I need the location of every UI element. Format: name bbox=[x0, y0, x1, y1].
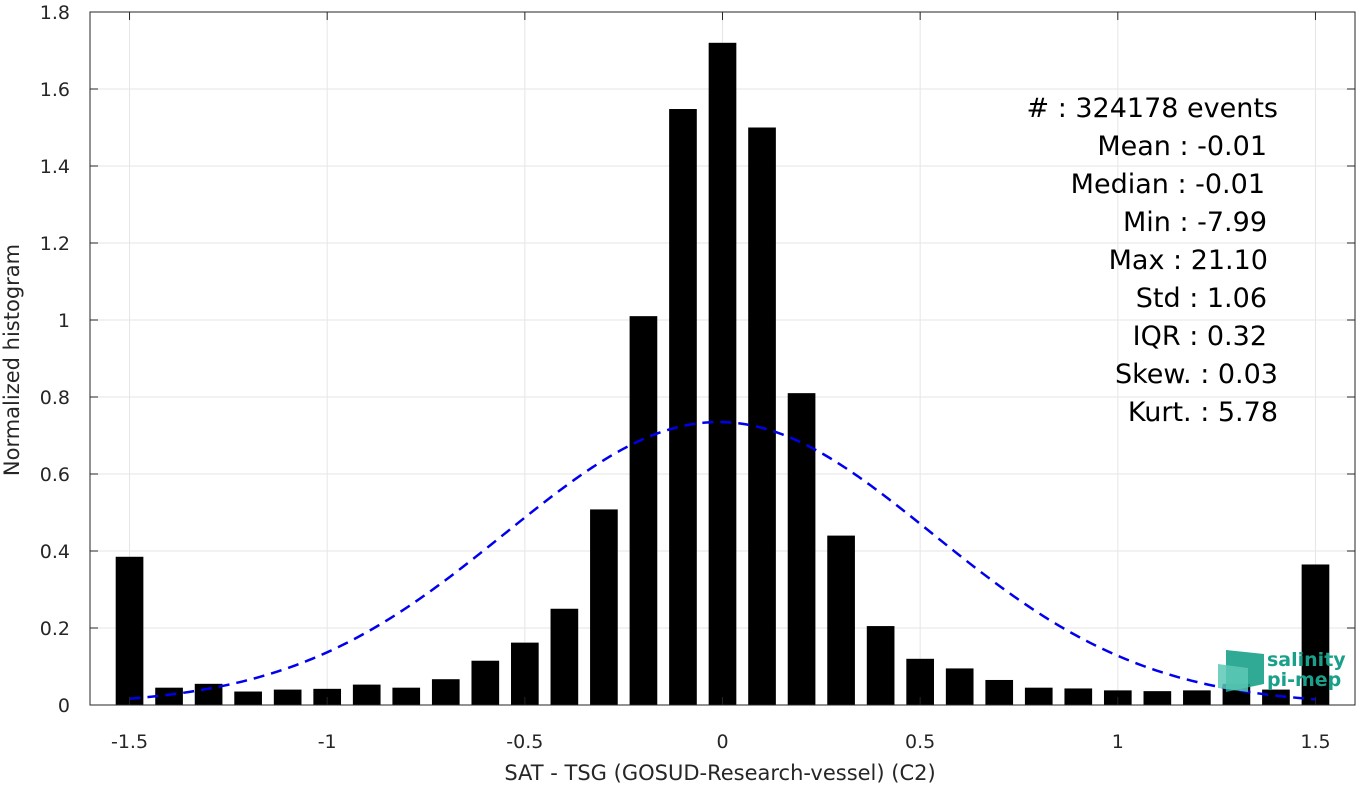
histogram-bar-23 bbox=[1024, 687, 1053, 705]
histogram-bar-3 bbox=[234, 691, 262, 705]
stat-line-5: Std : 1.06 bbox=[1136, 283, 1267, 314]
histogram-bar-24 bbox=[1064, 688, 1093, 705]
axis-ticks: -1.5 -1 -0.5 0 0.5 1 1.5 0 0.2 0.4 0.6 0.8 1 1.2 1.4 1.… bbox=[40, 2, 1355, 753]
y-tick-label-1: 0.2 bbox=[40, 618, 70, 640]
y-tick-label-2: 0.4 bbox=[40, 541, 70, 563]
histogram-bar-19 bbox=[866, 626, 895, 705]
histogram-bar-26 bbox=[1143, 691, 1172, 705]
x-tick-label-1: -1 bbox=[318, 731, 337, 753]
y-tick-label-6: 1.2 bbox=[40, 233, 70, 255]
histogram-bar-27 bbox=[1183, 690, 1211, 705]
stat-line-2: Median : -0.01 bbox=[1071, 169, 1265, 200]
histogram-bar-13 bbox=[629, 316, 658, 705]
histogram-bar-0 bbox=[115, 556, 144, 705]
x-tick-label-4: 0.5 bbox=[905, 731, 935, 753]
histogram-bar-22 bbox=[985, 679, 1014, 705]
histogram-bar-16 bbox=[748, 127, 776, 705]
histogram-bars bbox=[115, 42, 1330, 706]
histogram-bar-29 bbox=[1262, 689, 1290, 705]
stat-line-1: Mean : -0.01 bbox=[1097, 131, 1267, 162]
stat-line-7: Skew. : 0.03 bbox=[1115, 359, 1278, 390]
stat-line-6: IQR : 0.32 bbox=[1133, 321, 1267, 352]
histogram-bar-30 bbox=[1301, 564, 1330, 705]
logo-wave-icon-back bbox=[1218, 664, 1248, 692]
x-tick-label-5: 1 bbox=[1112, 731, 1124, 753]
logo-line-2: pi-mep bbox=[1267, 669, 1341, 691]
histogram-bar-1 bbox=[155, 687, 183, 705]
histogram-bar-7 bbox=[392, 687, 421, 705]
histogram-bar-21 bbox=[945, 668, 974, 705]
x-tick-label-0: -1.5 bbox=[111, 731, 148, 753]
x-tick-label-3: 0 bbox=[716, 731, 728, 753]
y-tick-label-4: 0.8 bbox=[40, 387, 70, 409]
y-tick-label-7: 1.4 bbox=[40, 156, 70, 178]
histogram-bar-4 bbox=[273, 689, 302, 705]
statistics-annotation: # : 324178 events Mean : -0.01 Median : -0… bbox=[1026, 93, 1278, 428]
histogram-bar-2 bbox=[194, 683, 223, 705]
y-tick-label-5: 1 bbox=[58, 310, 70, 332]
stat-line-0: # : 324178 events bbox=[1026, 93, 1278, 124]
stat-line-3: Min : -7.99 bbox=[1123, 207, 1267, 238]
stat-line-4: Max : 21.10 bbox=[1109, 245, 1268, 276]
x-tick-label-6: 1.5 bbox=[1300, 731, 1330, 753]
histogram-bar-9 bbox=[471, 660, 500, 705]
salinity-pimep-logo: salinity pi-mep bbox=[1218, 649, 1346, 692]
logo-line-1: salinity bbox=[1267, 649, 1346, 671]
normal-fit-curve bbox=[129, 420, 1316, 701]
histogram-bar-8 bbox=[431, 679, 460, 705]
x-axis-label: SAT - TSG (GOSUD-Research-vessel) (C2) bbox=[504, 761, 935, 785]
y-tick-label-9: 1.8 bbox=[40, 2, 70, 24]
histogram-bar-14 bbox=[669, 109, 697, 705]
histogram-bar-12 bbox=[590, 509, 618, 705]
histogram-bar-5 bbox=[313, 688, 342, 705]
histogram-bar-15 bbox=[708, 42, 737, 706]
y-axis-label: Normalized histogram bbox=[0, 244, 24, 476]
y-tick-label-0: 0 bbox=[58, 695, 70, 717]
x-tick-label-2: -0.5 bbox=[506, 731, 543, 753]
y-tick-label-3: 0.6 bbox=[40, 464, 70, 486]
histogram-bar-17 bbox=[787, 393, 816, 705]
histogram-bar-6 bbox=[352, 684, 381, 705]
y-tick-label-8: 1.6 bbox=[40, 79, 70, 101]
histogram-bar-10 bbox=[511, 642, 539, 705]
histogram-bar-18 bbox=[827, 535, 855, 705]
histogram-bar-11 bbox=[550, 608, 579, 705]
stat-line-8: Kurt. : 5.78 bbox=[1128, 397, 1278, 428]
